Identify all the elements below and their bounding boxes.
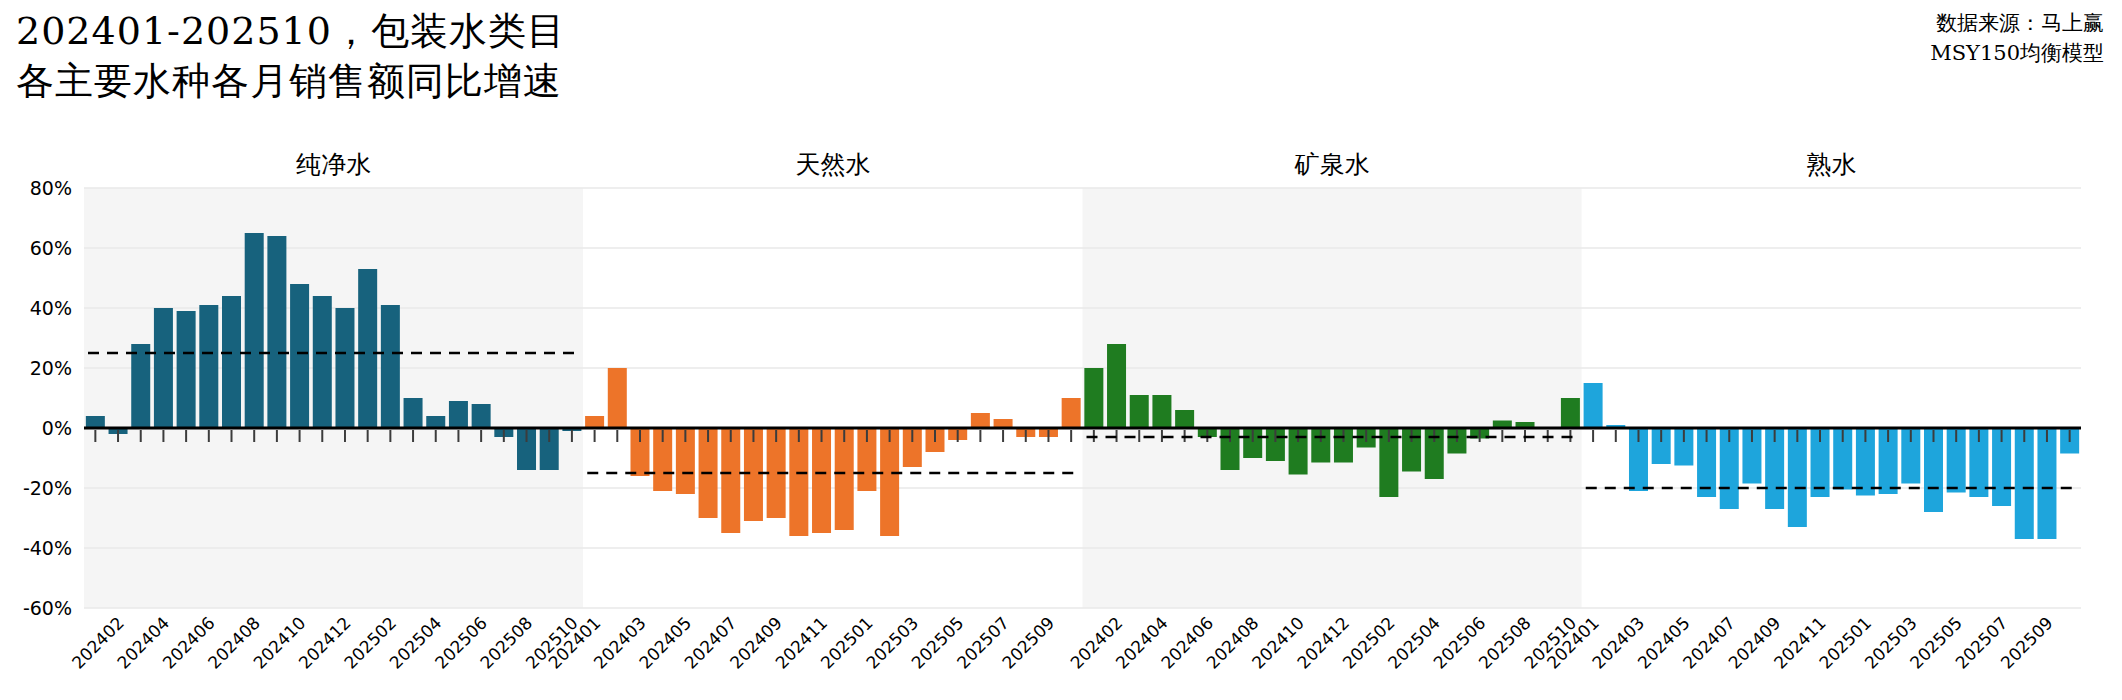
bar-纯净水-202504 bbox=[426, 416, 445, 428]
data-source: 数据来源：马上赢 MSY150均衡模型 bbox=[1930, 8, 2104, 68]
bar-熟水-202401 bbox=[1584, 383, 1603, 428]
bar-熟水-202410 bbox=[1788, 428, 1807, 527]
chart-title-line1: 202401-202510，包装水类目 bbox=[16, 6, 566, 56]
bar-纯净水-202503 bbox=[404, 398, 423, 428]
y-axis-label: 60% bbox=[30, 237, 72, 259]
y-axis-label: 0% bbox=[42, 417, 72, 439]
y-axis-label: -20% bbox=[23, 477, 72, 499]
bar-纯净水-202410 bbox=[290, 284, 309, 428]
bar-天然水-202412 bbox=[835, 428, 854, 530]
panel-bg bbox=[1582, 188, 2081, 608]
bar-矿泉水-202405 bbox=[1175, 410, 1194, 428]
bar-chart-canvas: 纯净水天然水矿泉水熟水80%60%40%20%0%-20%-40%-60%202… bbox=[0, 110, 2122, 690]
bar-天然水-202401 bbox=[585, 416, 604, 428]
bar-纯净水-202401 bbox=[86, 416, 105, 428]
y-axis-label: 20% bbox=[30, 357, 72, 379]
chart-title: 202401-202510，包装水类目 各主要水种各月销售额同比增速 bbox=[16, 6, 566, 106]
panel-title-2: 天然水 bbox=[795, 150, 870, 179]
bar-纯净水-202505 bbox=[449, 401, 468, 428]
bar-纯净水-202502 bbox=[381, 305, 400, 428]
bar-纯净水-202411 bbox=[313, 296, 332, 428]
panel-bg bbox=[583, 188, 1082, 608]
panel-title-4: 熟水 bbox=[1806, 150, 1856, 179]
bar-天然水-202411 bbox=[812, 428, 831, 533]
bar-矿泉水-202402 bbox=[1107, 344, 1126, 428]
y-axis-label: -40% bbox=[23, 537, 72, 559]
bar-天然水-202510 bbox=[1062, 398, 1081, 428]
y-axis-label: 80% bbox=[30, 177, 72, 199]
bar-天然水-202502 bbox=[880, 428, 899, 536]
bar-纯净水-202406 bbox=[199, 305, 218, 428]
bar-矿泉水-202401 bbox=[1084, 368, 1103, 428]
data-source-line2: MSY150均衡模型 bbox=[1930, 38, 2104, 68]
bar-天然水-202506 bbox=[971, 413, 990, 428]
bar-纯净水-202501 bbox=[358, 269, 377, 428]
bar-矿泉水-202510 bbox=[1561, 398, 1580, 428]
bar-纯净水-202506 bbox=[472, 404, 491, 428]
page: 202401-202510，包装水类目 各主要水种各月销售额同比增速 数据来源：… bbox=[0, 0, 2122, 700]
bar-纯净水-202409 bbox=[267, 236, 286, 428]
bar-熟水-202509 bbox=[2037, 428, 2056, 539]
panel-title-1: 纯净水 bbox=[296, 150, 371, 179]
bar-纯净水-202403 bbox=[131, 344, 150, 428]
bar-熟水-202508 bbox=[2015, 428, 2034, 539]
y-axis-label: -60% bbox=[23, 597, 72, 619]
panel-title-3: 矿泉水 bbox=[1294, 150, 1370, 179]
bar-天然水-202402 bbox=[608, 368, 627, 428]
bar-纯净水-202405 bbox=[177, 311, 196, 428]
bar-纯净水-202408 bbox=[245, 233, 264, 428]
chart-title-line2: 各主要水种各月销售额同比增速 bbox=[16, 56, 566, 106]
y-axis-label: 40% bbox=[30, 297, 72, 319]
bar-天然水-202410 bbox=[789, 428, 808, 536]
bar-纯净水-202412 bbox=[335, 308, 354, 428]
bar-矿泉水-202403 bbox=[1130, 395, 1149, 428]
bar-天然水-202407 bbox=[721, 428, 740, 533]
bar-纯净水-202407 bbox=[222, 296, 241, 428]
bar-纯净水-202404 bbox=[154, 308, 173, 428]
data-source-line1: 数据来源：马上赢 bbox=[1930, 8, 2104, 38]
bar-矿泉水-202404 bbox=[1152, 395, 1171, 428]
chart-area: 纯净水天然水矿泉水熟水80%60%40%20%0%-20%-40%-60%202… bbox=[0, 110, 2122, 694]
